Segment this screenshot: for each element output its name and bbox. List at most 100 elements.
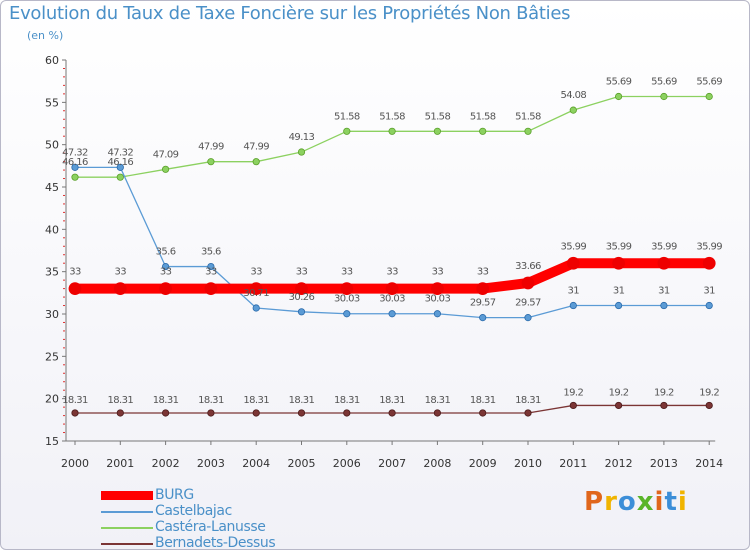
x-tick-label: 2000 xyxy=(61,457,89,470)
data-point xyxy=(614,301,623,310)
data-point xyxy=(297,308,306,316)
data-labels: 33 33 33 33 33 33 33 33 33 33 33.66 35.99 35.99 35.99… xyxy=(62,76,723,406)
data-label: 35.99 xyxy=(651,241,677,252)
data-point xyxy=(479,409,487,417)
data-label: 49.13 xyxy=(289,132,315,143)
data-point xyxy=(524,127,532,135)
data-point xyxy=(476,282,490,296)
data-label: 46.16 xyxy=(62,157,88,168)
data-label: 51.58 xyxy=(470,111,496,122)
x-tick-label: 2010 xyxy=(514,457,542,470)
y-axis-unit-label: (en %) xyxy=(27,29,64,42)
data-label: 51.58 xyxy=(334,111,360,122)
data-label: 51.58 xyxy=(379,111,405,122)
data-label: 35.6 xyxy=(201,247,221,258)
data-label: 55.69 xyxy=(651,76,677,87)
logo-letter: o xyxy=(617,487,637,517)
data-label: 18.31 xyxy=(243,395,269,406)
x-tick-label: 2009 xyxy=(469,457,497,470)
series-line xyxy=(74,95,710,178)
data-point xyxy=(207,158,215,166)
data-label: 30.26 xyxy=(289,292,315,303)
data-label: 33 xyxy=(386,267,398,278)
data-label: 33.66 xyxy=(515,261,541,272)
data-label: 18.31 xyxy=(334,395,360,406)
y-tick-label: 15 xyxy=(45,435,59,448)
y-tick-label: 60 xyxy=(45,54,59,67)
legend-swatch xyxy=(101,511,153,513)
x-tick-label: 2003 xyxy=(197,457,225,470)
data-label: 18.31 xyxy=(470,395,496,406)
data-label: 18.31 xyxy=(515,395,541,406)
logo-letter: r xyxy=(604,487,618,517)
legend-item: BURG xyxy=(101,487,361,503)
data-label: 47.99 xyxy=(243,142,269,153)
data-label: 47.32 xyxy=(107,147,133,158)
data-point xyxy=(479,127,487,135)
logo-letter: P xyxy=(584,487,605,517)
data-label: 30.03 xyxy=(425,294,451,305)
data-label: 33 xyxy=(296,267,308,278)
legend-swatch xyxy=(101,543,153,545)
data-label: 33 xyxy=(250,267,262,278)
data-label: 33 xyxy=(477,267,489,278)
x-tick-label: 2008 xyxy=(423,457,451,470)
data-point xyxy=(162,262,170,271)
data-point xyxy=(343,310,351,318)
data-point xyxy=(702,256,716,270)
data-point xyxy=(388,310,396,318)
legend-item: Bernadets-Dessus xyxy=(101,535,361,549)
x-tick-label: 2013 xyxy=(650,457,678,470)
data-point xyxy=(660,301,668,310)
data-point xyxy=(524,314,532,322)
data-label: 18.31 xyxy=(62,395,88,406)
series-lines xyxy=(68,92,716,417)
data-point xyxy=(430,282,444,296)
chart-title: Evolution du Taux de Taxe Foncière sur l… xyxy=(9,3,571,24)
data-label: 31 xyxy=(658,286,670,297)
data-label: 31 xyxy=(613,286,625,297)
data-point xyxy=(71,173,79,181)
data-point xyxy=(116,163,124,171)
data-point xyxy=(705,301,713,310)
data-label: 35.99 xyxy=(560,241,586,252)
data-point xyxy=(660,92,668,101)
data-point xyxy=(297,409,306,417)
logo-letter: t xyxy=(664,487,678,517)
data-label: 18.31 xyxy=(379,395,405,406)
data-label: 35.6 xyxy=(156,247,176,258)
data-label: 18.31 xyxy=(289,395,315,406)
data-point xyxy=(660,401,668,410)
data-point xyxy=(113,282,127,296)
data-label: 19.2 xyxy=(563,387,583,398)
data-label: 35.99 xyxy=(696,241,722,252)
legend-item: Castéra-Lanusse xyxy=(101,519,361,535)
data-label: 29.57 xyxy=(470,298,496,309)
data-point xyxy=(343,409,351,417)
x-tick-label: 2005 xyxy=(288,457,316,470)
data-label: 47.99 xyxy=(198,142,224,153)
data-label: 35.99 xyxy=(606,241,632,252)
data-label: 29.57 xyxy=(515,298,541,309)
data-point xyxy=(433,310,441,318)
data-point xyxy=(612,256,625,270)
legend-swatch xyxy=(101,491,153,500)
data-point xyxy=(569,301,577,310)
y-tick-label: 25 xyxy=(45,350,59,363)
data-point xyxy=(566,256,580,270)
y-tick-label: 20 xyxy=(45,393,59,406)
data-label: 54.08 xyxy=(560,90,586,101)
data-label: 19.2 xyxy=(699,387,719,398)
legend-item: Castelbajac xyxy=(101,503,361,519)
data-label: 18.31 xyxy=(107,395,133,406)
data-point xyxy=(71,409,79,417)
x-tick-label: 2006 xyxy=(333,457,361,470)
data-label: 33 xyxy=(69,267,81,278)
data-point xyxy=(252,409,260,417)
y-tick-label: 45 xyxy=(45,181,59,194)
data-label: 19.2 xyxy=(609,387,629,398)
data-point xyxy=(569,401,577,410)
data-point xyxy=(433,409,441,417)
data-point xyxy=(68,282,82,296)
